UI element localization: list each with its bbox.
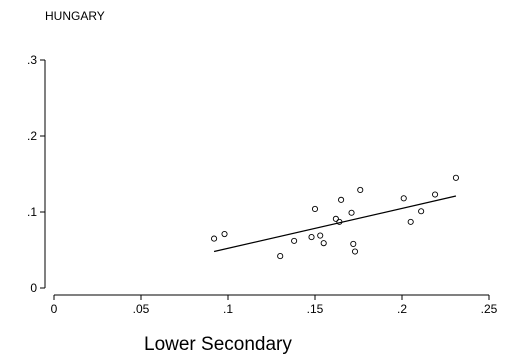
data-point [291,237,298,244]
axis-ticks: 0 .1 .2 .3 0 .05 .1 .15 .2 .25 [27,53,498,316]
data-point [350,240,357,247]
data-point [432,191,439,198]
data-point [336,218,343,225]
x-tick-label: 0 [51,302,58,316]
y-tick-label: 0 [30,281,37,295]
data-point [338,196,345,203]
fit-line-group [213,195,457,253]
x-tick-label: .05 [133,302,150,316]
data-point [308,234,315,241]
fit-line [213,195,457,253]
data-point [452,174,459,181]
y-tick-label: .1 [27,205,37,219]
data-point [348,209,355,216]
data-point [357,186,364,194]
data-point [320,240,327,247]
data-point [351,248,359,255]
data-point [332,215,339,222]
data-point [211,235,218,242]
data-point [418,208,425,215]
data-point [221,230,228,238]
data-point [317,232,324,239]
data-point [311,205,319,213]
x-tick-label: .2 [397,302,407,316]
x-tick-label: .15 [307,302,324,316]
x-tick-label: .1 [223,302,233,316]
points-group [211,174,459,260]
x-axis-label: Lower Secondary [144,334,292,355]
x-tick-label: .25 [481,302,498,316]
y-tick-label: .2 [27,129,37,143]
data-point [400,195,407,202]
y-tick-label: .3 [27,53,37,67]
data-point [407,218,414,225]
data-point [277,253,284,260]
chart-title: HUNGARY [45,9,105,23]
